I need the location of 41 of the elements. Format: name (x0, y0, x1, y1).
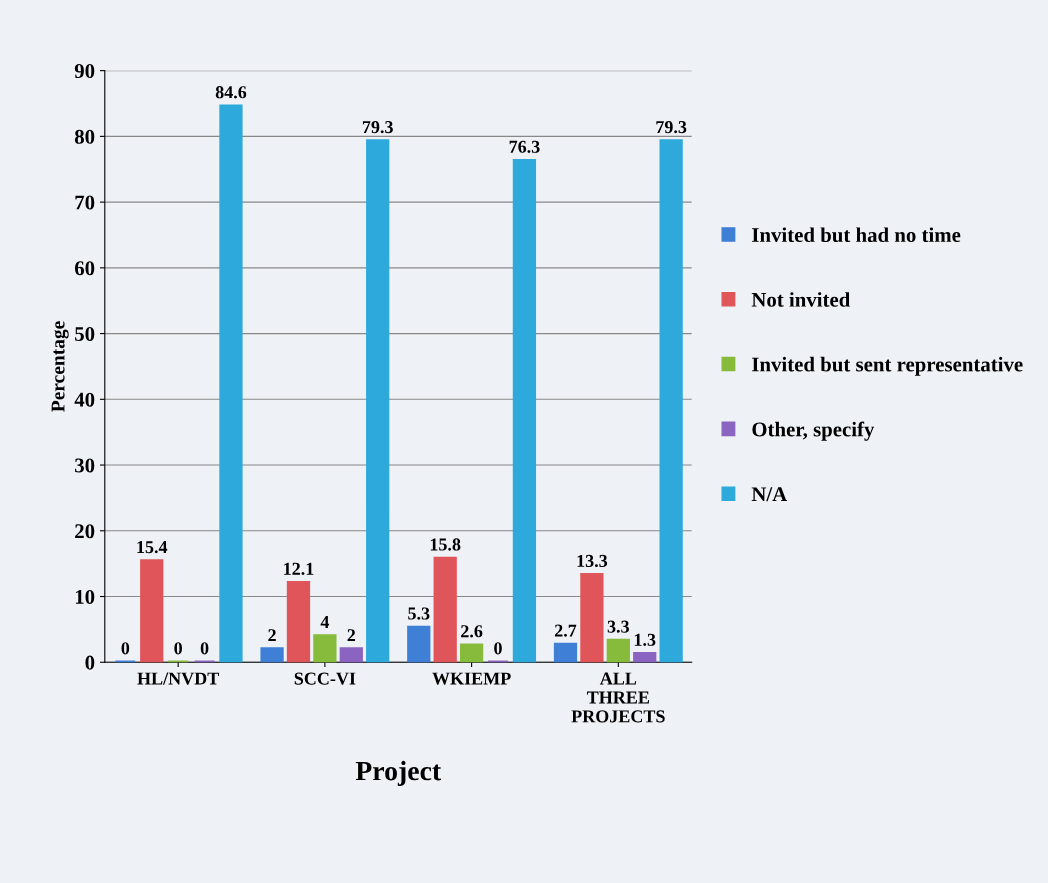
x-axis-title: Project (355, 760, 442, 787)
data-label: 0 (121, 642, 130, 655)
y-tick-label: 30 (75, 458, 95, 473)
legend-label: Invited but sent representative (752, 356, 1023, 376)
legend-label: N/A (751, 487, 788, 502)
x-tick-label: WKIEMP (432, 672, 511, 685)
y-axis-title: Percentage (51, 321, 69, 412)
data-label: 0 (200, 642, 209, 655)
y-tick-label: 60 (74, 261, 95, 276)
y-tick-label: 20 (75, 524, 95, 539)
y-tick-label: 80 (74, 129, 95, 144)
legend-label: Not invited (751, 292, 851, 307)
data-label: 5.3 (408, 607, 430, 620)
y-tick-label: 50 (75, 326, 95, 342)
data-label: 15.8 (430, 538, 461, 551)
data-label: 4 (320, 616, 330, 628)
data-label: 1.3 (634, 633, 656, 646)
data-label: 2.7 (554, 624, 577, 637)
data-label: 79.3 (656, 121, 687, 134)
data-label: 79.3 (362, 121, 393, 134)
x-tick-label: HL/NVDT (137, 672, 220, 685)
data-label: 2.6 (461, 625, 483, 638)
legend-label: Invited but had no time (752, 227, 961, 243)
data-label: 2 (268, 629, 276, 642)
legend-label: Other, specify (752, 421, 875, 441)
data-label: 3.3 (607, 620, 629, 633)
y-tick-label: 40 (74, 392, 95, 407)
data-label: 0 (174, 642, 182, 655)
x-tick-label: SCC-VI (294, 672, 356, 685)
x-tick-label: ALL THREE PROJECTS (571, 672, 665, 723)
y-tick-label: 90 (74, 64, 95, 79)
y-tick-label: 10 (75, 589, 95, 604)
data-label: 15.4 (137, 541, 168, 554)
data-label: 76.3 (509, 140, 540, 153)
data-label: 12.1 (284, 562, 314, 575)
data-label: 0 (494, 642, 502, 655)
y-tick-label: 70 (75, 195, 95, 210)
data-label: 13.3 (577, 554, 608, 568)
data-label: 84.6 (215, 86, 247, 99)
data-label: 2 (347, 629, 356, 642)
y-tick-label: 0 (85, 655, 95, 670)
